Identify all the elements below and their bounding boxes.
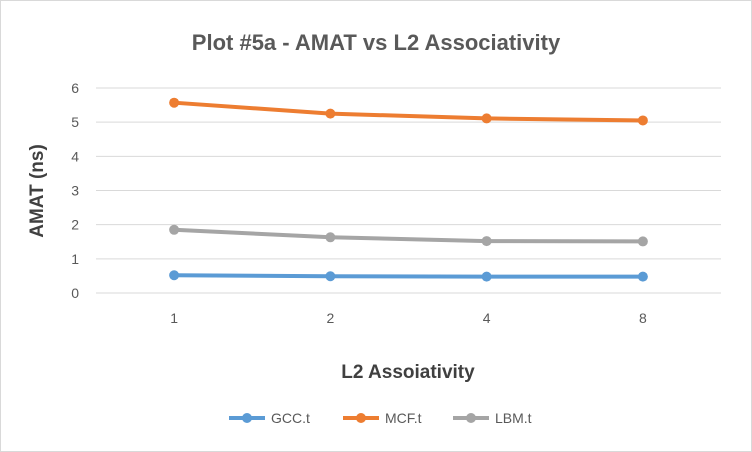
gridlines [96, 87, 721, 294]
x-tick-label: 4 [483, 310, 491, 326]
y-tick-labels: 0 1 2 3 4 5 6 [71, 80, 79, 301]
legend-item: LBM.t [453, 410, 532, 426]
legend-label: LBM.t [495, 410, 532, 426]
data-point [325, 232, 336, 243]
data-point [481, 271, 492, 282]
data-point [637, 236, 648, 247]
data-point [481, 236, 492, 247]
series-line [172, 100, 645, 123]
data-point [637, 115, 648, 126]
x-tick-label: 1 [170, 310, 178, 326]
series-mcf-t [169, 97, 648, 126]
legend-swatch-marker [466, 413, 476, 423]
y-tick-label: 3 [71, 183, 79, 199]
y-tick-label: 2 [71, 217, 79, 233]
data-point [637, 271, 648, 282]
legend-item: MCF.t [343, 410, 422, 426]
y-tick-label: 1 [71, 251, 79, 267]
y-tick-label: 0 [71, 285, 79, 301]
legend-label: GCC.t [271, 410, 310, 426]
legend: GCC.t MCF.t LBM.t [229, 410, 532, 426]
chart-title: Plot #5a - AMAT vs L2 Associativity [192, 30, 561, 55]
legend-swatch-marker [242, 413, 252, 423]
x-tick-labels: 1 2 4 8 [170, 310, 647, 326]
data-point [169, 270, 180, 281]
series-lines [169, 97, 648, 282]
x-tick-label: 8 [639, 310, 647, 326]
y-tick-label: 5 [71, 114, 79, 130]
data-point [169, 97, 180, 108]
series-gcc-t [169, 270, 648, 282]
x-axis-title: L2 Assoiativity [341, 362, 475, 383]
data-point [169, 224, 180, 235]
series-line [172, 273, 645, 279]
series-line [172, 227, 645, 244]
data-point [481, 113, 492, 124]
data-point [325, 271, 336, 282]
series-lbm-t [169, 224, 648, 247]
legend-label: MCF.t [385, 410, 422, 426]
x-tick-label: 2 [326, 310, 334, 326]
legend-swatch-marker [356, 413, 366, 423]
data-point [325, 108, 336, 119]
legend-item: GCC.t [229, 410, 310, 426]
y-tick-label: 6 [71, 80, 79, 96]
y-tick-label: 4 [71, 148, 79, 164]
y-axis-title: AMAT (ns) [27, 144, 48, 238]
